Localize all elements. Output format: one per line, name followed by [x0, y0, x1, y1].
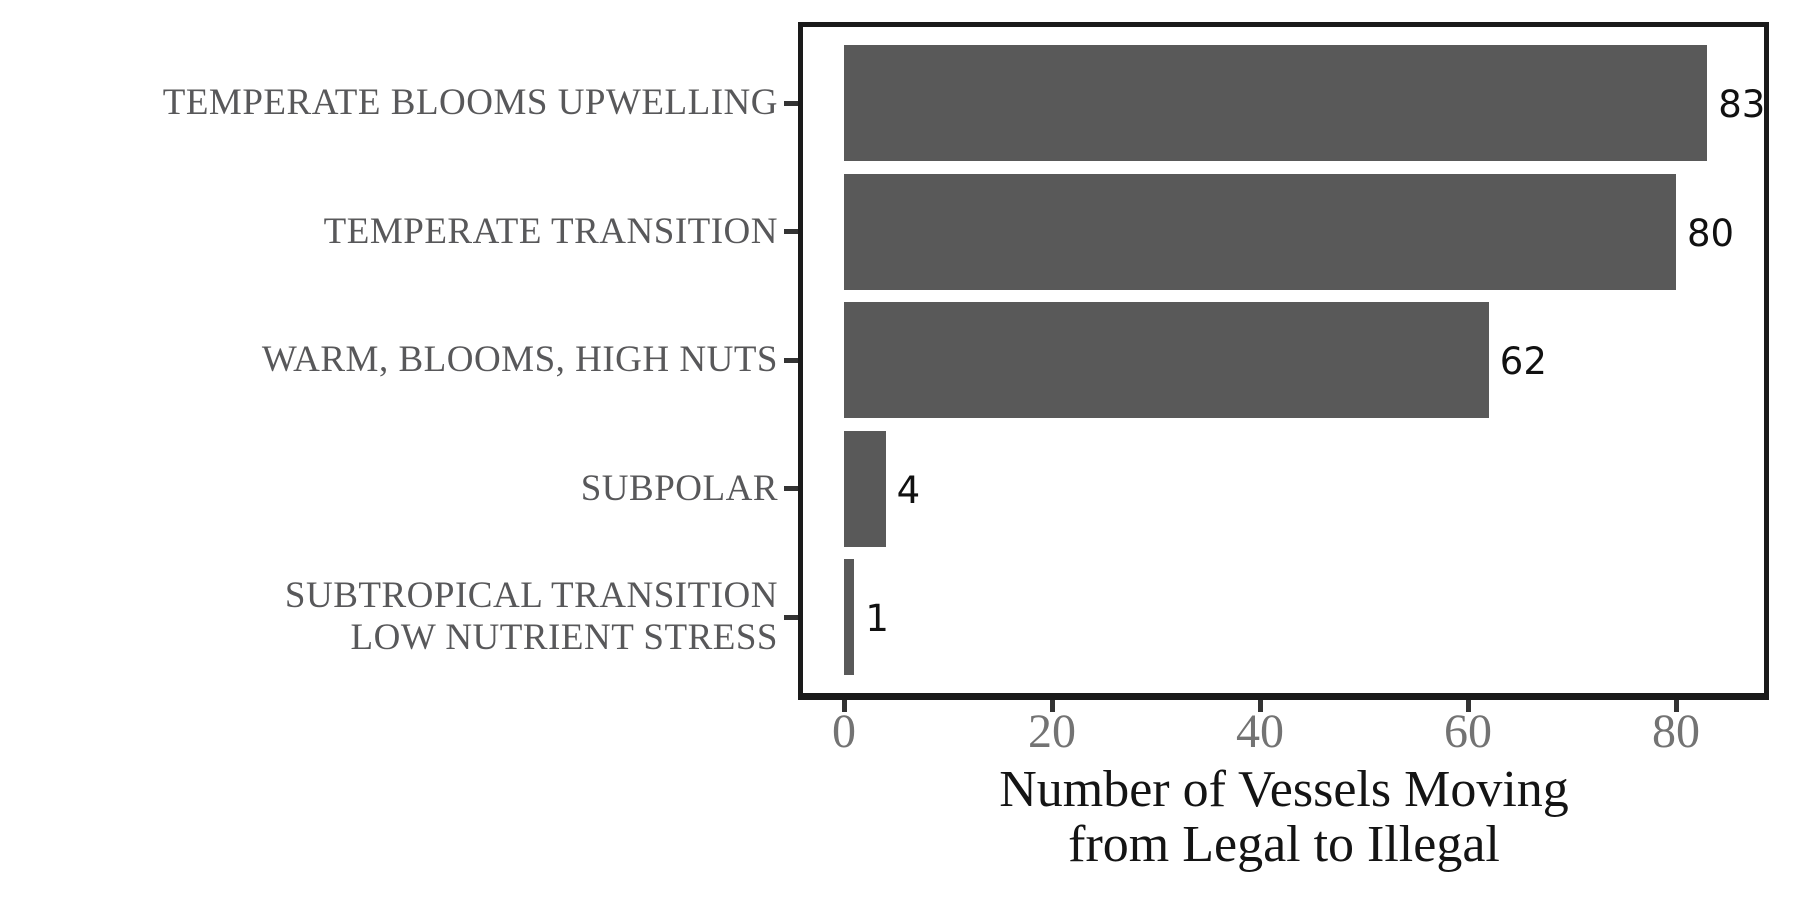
- x-tick-label: 20: [1028, 705, 1076, 758]
- bar-value-label: 80: [1687, 211, 1735, 255]
- x-tick-label: 0: [832, 705, 856, 758]
- x-tick-mark: [841, 700, 847, 712]
- category-label: TEMPERATE BLOOMS UPWELLING: [162, 82, 778, 123]
- x-tick-mark: [1465, 700, 1471, 712]
- bar-value-label: 4: [896, 468, 921, 512]
- bar: [844, 173, 1676, 290]
- category-label: WARM, BLOOMS, HIGH NUTS: [261, 339, 778, 380]
- bar: [844, 302, 1489, 418]
- bar-value-label: 83: [1718, 83, 1766, 126]
- category-label: SUBPOLAR: [580, 467, 778, 509]
- x-tick-label: 80: [1652, 705, 1700, 758]
- y-tick-mark: [784, 357, 798, 363]
- x-tick-label: 60: [1444, 705, 1492, 758]
- bar-value-label: 62: [1499, 340, 1547, 383]
- y-tick-mark: [784, 229, 798, 234]
- y-tick-mark: [784, 486, 798, 491]
- y-tick-mark: [784, 614, 798, 620]
- x-axis-title: Number of Vessels Moving from Legal to Il…: [784, 762, 1784, 872]
- x-axis-title-line: Number of Vessels Moving: [999, 761, 1569, 818]
- x-tick-mark: [1257, 700, 1263, 712]
- y-tick-mark: [784, 100, 798, 106]
- x-tick-mark: [1673, 700, 1679, 712]
- category-label: SUBTROPICAL TRANSITION LOW NUTRIENT STRE…: [284, 575, 778, 658]
- x-tick-mark: [1049, 700, 1055, 712]
- category-label: TEMPERATE TRANSITION: [323, 210, 778, 252]
- bar-value-label: 1: [865, 597, 889, 640]
- x-tick-label: 40: [1236, 705, 1284, 758]
- bar: [844, 559, 855, 675]
- bar: [844, 430, 886, 547]
- bar: [844, 45, 1708, 161]
- x-axis-title-line: from Legal to Illegal: [1068, 816, 1500, 873]
